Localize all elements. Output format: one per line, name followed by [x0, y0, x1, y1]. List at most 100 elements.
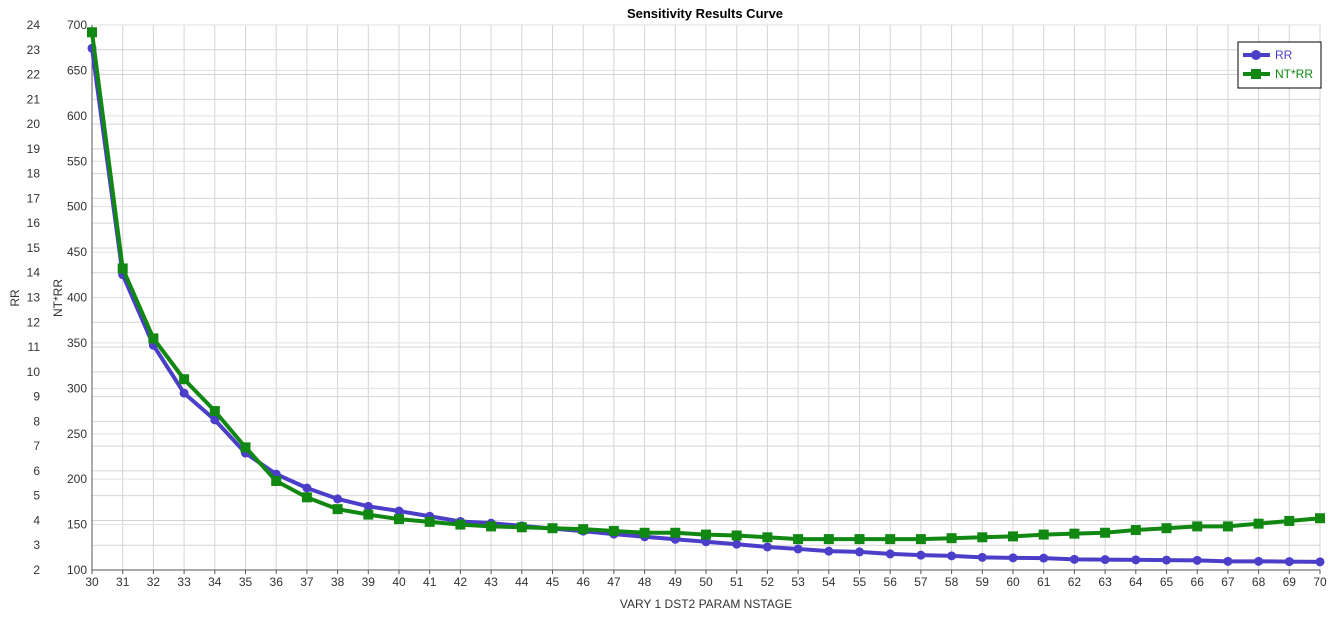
- x-tick-label: 48: [638, 575, 652, 589]
- data-point-ntrr: [209, 406, 220, 417]
- data-point-rr: [1008, 553, 1018, 563]
- y-left-tick-label: 6: [33, 464, 40, 478]
- y-left-tick-label: 19: [27, 142, 41, 156]
- legend-label-ntrr: NT*RR: [1275, 67, 1313, 81]
- y-right-tick-label: 400: [67, 291, 87, 305]
- data-point-rr: [394, 506, 404, 516]
- data-point-rr: [824, 546, 834, 556]
- x-tick-label: 69: [1283, 575, 1297, 589]
- data-point-ntrr: [823, 534, 834, 545]
- data-point-rr: [885, 549, 895, 559]
- data-point-ntrr: [731, 530, 742, 541]
- y-right-tick-label: 250: [67, 427, 87, 441]
- data-point-ntrr: [1284, 515, 1295, 526]
- data-point-ntrr: [332, 504, 343, 515]
- data-point-rr: [333, 494, 343, 504]
- data-point-rr: [1223, 556, 1233, 566]
- x-tick-label: 62: [1068, 575, 1082, 589]
- y-left-tick-label: 21: [27, 92, 41, 106]
- data-point-rr: [1100, 555, 1110, 565]
- data-point-ntrr: [271, 475, 282, 486]
- x-tick-label: 46: [577, 575, 591, 589]
- x-tick-label: 50: [699, 575, 713, 589]
- x-tick-label: 57: [914, 575, 928, 589]
- data-point-ntrr: [455, 519, 466, 530]
- x-tick-label: 34: [208, 575, 222, 589]
- data-point-ntrr: [1038, 529, 1049, 540]
- x-tick-label: 38: [331, 575, 345, 589]
- y-left-tick-label: 12: [27, 315, 41, 329]
- data-point-ntrr: [516, 522, 527, 533]
- y-left-tick-label: 3: [33, 538, 40, 552]
- data-point-rr: [793, 544, 803, 554]
- x-tick-label: 49: [669, 575, 683, 589]
- y-left-tick-label: 17: [27, 191, 41, 205]
- x-tick-label: 43: [484, 575, 498, 589]
- data-point-rr: [947, 551, 957, 561]
- x-tick-label: 32: [147, 575, 161, 589]
- legend-label-rr: RR: [1275, 48, 1293, 62]
- data-point-ntrr: [1315, 513, 1325, 524]
- data-point-ntrr: [578, 524, 589, 535]
- data-point-ntrr: [608, 525, 619, 536]
- y-left-tick-label: 24: [27, 18, 41, 32]
- y-right-tick-label: 700: [67, 18, 87, 32]
- legend-marker-ntrr: [1251, 69, 1261, 79]
- legend: RR NT*RR: [1237, 41, 1322, 89]
- x-tick-label: 67: [1221, 575, 1235, 589]
- x-tick-label: 51: [730, 575, 744, 589]
- y-left-tick-label: 16: [27, 216, 41, 230]
- x-tick-label: 31: [116, 575, 130, 589]
- x-tick-label: 30: [85, 575, 99, 589]
- y-axis-label-left: RR: [8, 289, 22, 307]
- data-point-ntrr: [394, 514, 404, 525]
- data-point-rr: [855, 547, 864, 557]
- data-point-ntrr: [639, 527, 650, 538]
- x-tick-label: 35: [239, 575, 253, 589]
- y-left-tick-label: 20: [27, 117, 41, 131]
- y-left-tick-label: 7: [33, 439, 40, 453]
- x-tick-label: 64: [1129, 575, 1143, 589]
- x-tick-label: 52: [761, 575, 775, 589]
- x-tick-label: 40: [392, 575, 406, 589]
- y-left-tick-label: 10: [27, 365, 41, 379]
- data-point-rr: [1069, 554, 1079, 564]
- y-left-tick-label: 14: [27, 266, 41, 280]
- legend-box: [1237, 41, 1322, 89]
- data-point-rr: [1131, 555, 1141, 565]
- y-left-tick-label: 9: [33, 390, 40, 404]
- x-tick-label: 68: [1252, 575, 1266, 589]
- x-tick-label: 42: [454, 575, 468, 589]
- data-point-ntrr: [1222, 521, 1233, 532]
- x-tick-label: 41: [423, 575, 437, 589]
- axes: 30 31 32 33 34 35 36 37 38 39 40 41 42 43 44 45 46 47 48 49…: [27, 18, 1327, 589]
- x-tick-label: 60: [1006, 575, 1020, 589]
- y-left-tick-label: 18: [27, 167, 41, 181]
- data-point-rr: [363, 501, 373, 511]
- x-tick-label: 36: [270, 575, 284, 589]
- data-point-ntrr: [762, 532, 773, 543]
- data-point-ntrr: [1192, 521, 1203, 532]
- data-point-ntrr: [547, 523, 558, 534]
- data-point-rr: [1254, 556, 1264, 566]
- y-right-tick-label: 200: [67, 472, 87, 486]
- x-tick-label: 70: [1313, 575, 1327, 589]
- x-tick-label: 45: [546, 575, 560, 589]
- data-point-rr: [302, 483, 312, 493]
- data-point-ntrr: [117, 263, 128, 274]
- data-point-rr: [1039, 553, 1049, 563]
- data-point-rr: [977, 552, 987, 562]
- legend-marker-rr: [1251, 50, 1261, 60]
- x-tick-label: 56: [884, 575, 898, 589]
- y-right-tick-label: 450: [67, 245, 87, 259]
- data-point-rr: [916, 550, 926, 560]
- data-point-ntrr: [670, 527, 681, 538]
- y-right-tick-label: 650: [67, 63, 87, 77]
- y-left-tick-label: 13: [27, 291, 41, 305]
- y-axis-label-right: NT*RR: [51, 279, 65, 317]
- data-point-rr: [732, 539, 742, 549]
- y-left-tick-label: 2: [33, 563, 40, 577]
- data-point-ntrr: [424, 516, 435, 527]
- x-tick-label: 39: [362, 575, 376, 589]
